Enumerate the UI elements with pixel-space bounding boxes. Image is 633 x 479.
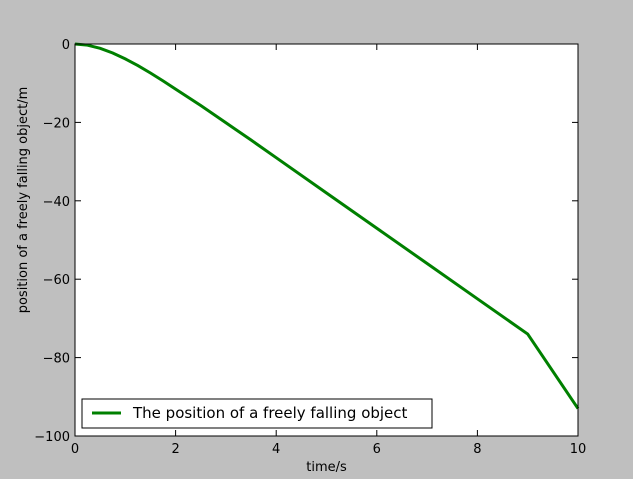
series-line: [74, 42, 580, 410]
plot-frame: [74, 43, 579, 437]
legend: The position of a freely falling object: [81, 398, 433, 429]
y-tick-label: −20: [43, 116, 70, 131]
x-tick-label: 6: [373, 442, 381, 457]
tick-labels: 0 2 4 6 8 10 0 −20 −40 −60 −80 −100: [34, 38, 586, 457]
x-tick-label: 8: [473, 442, 481, 457]
y-tick-label: −40: [43, 195, 70, 210]
x-tick-label: 0: [71, 442, 79, 457]
y-tick-label: −100: [34, 430, 70, 445]
legend-box: [81, 398, 433, 429]
legend-label: The position of a freely falling object: [132, 404, 408, 422]
y-tick-label: 0: [62, 38, 70, 53]
x-tick-label: 4: [272, 442, 280, 457]
x-tick-label: 10: [570, 442, 587, 457]
plot-area: [75, 44, 578, 436]
x-axis-label: time/s: [306, 460, 347, 475]
y-tick-label: −80: [43, 352, 70, 367]
x-tick-label: 2: [171, 442, 179, 457]
y-axis-label: position of a freely falling object/m: [16, 87, 31, 314]
y-tick-label: −60: [43, 273, 70, 288]
